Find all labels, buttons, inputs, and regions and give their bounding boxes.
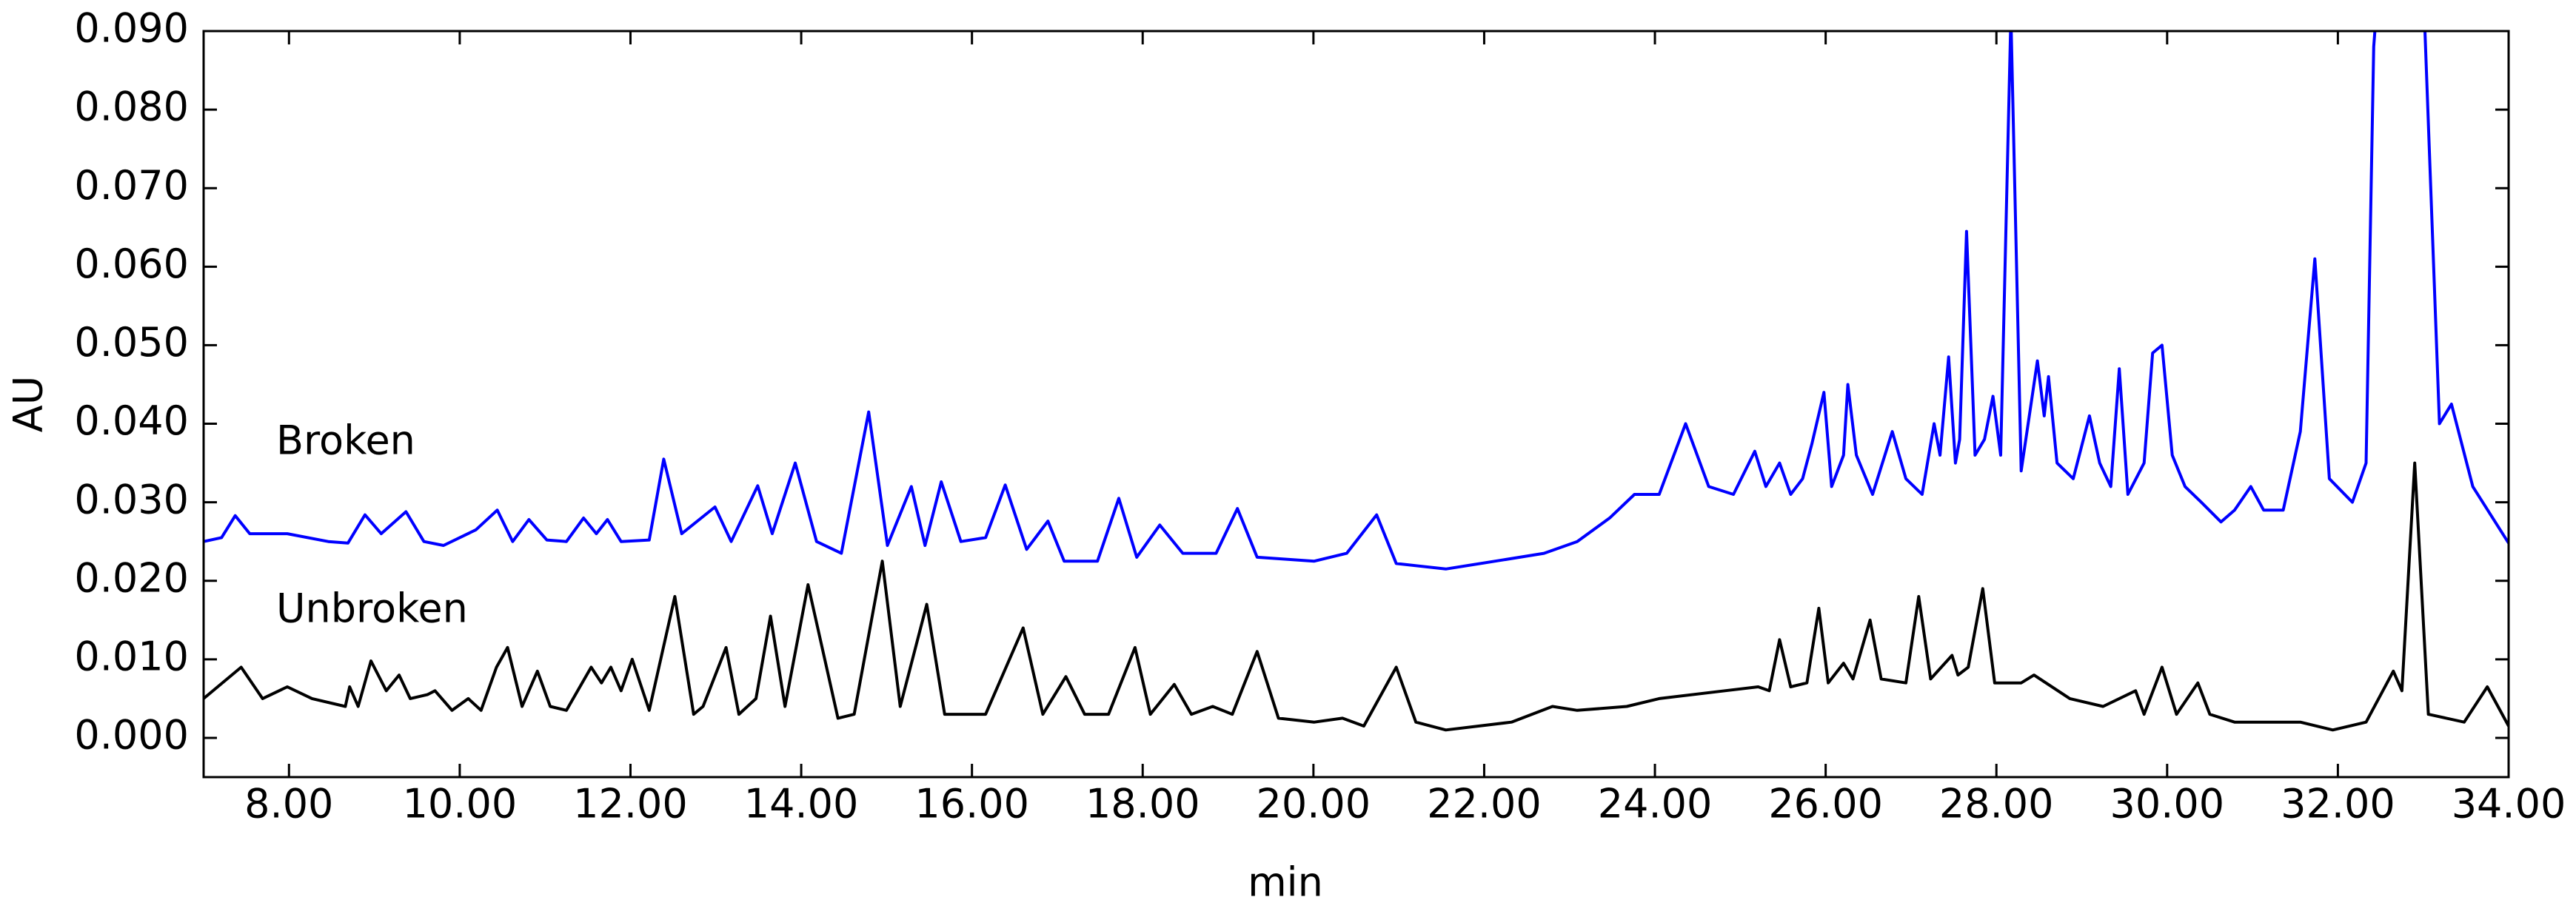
y-tick-label: 0.020 (74, 554, 189, 601)
data-line (204, 461, 2509, 732)
x-tick-label: 20.00 (1257, 781, 1371, 827)
x-tick-label: 28.00 (1939, 781, 2054, 827)
x-tick-label: 30.00 (2110, 781, 2225, 827)
data-line (204, 31, 2509, 571)
plot-frame (202, 30, 2510, 779)
y-tick-label: 0.010 (74, 633, 189, 679)
y-tick-label: 0.000 (74, 712, 189, 759)
y-tick-label: 0.030 (74, 476, 189, 523)
x-tick-label: 22.00 (1427, 781, 1542, 827)
x-axis-label: min (1248, 859, 1323, 906)
y-tick-label: 0.060 (74, 241, 189, 287)
x-tick-label: 14.00 (744, 781, 859, 827)
y-tick-label: 0.040 (74, 397, 189, 444)
x-tick-label: 12.00 (573, 781, 688, 827)
x-tick-label: 16.00 (914, 781, 1029, 827)
x-tick-label: 18.00 (1085, 781, 1200, 827)
x-tick-label: 8.00 (244, 781, 333, 827)
x-tick-label: 32.00 (2281, 781, 2395, 827)
series-label: Broken (276, 417, 415, 464)
x-tick-label: 34.00 (2452, 781, 2566, 827)
x-tick-label: 24.00 (1598, 781, 1713, 827)
y-axis-label: AU (5, 376, 52, 432)
y-tick-label: 0.050 (74, 319, 189, 366)
x-tick-label: 26.00 (1768, 781, 1883, 827)
series-label: Unbroken (276, 585, 468, 632)
y-tick-label: 0.090 (74, 5, 189, 52)
y-tick-label: 0.080 (74, 84, 189, 130)
x-tick-label: 10.00 (403, 781, 518, 827)
y-tick-label: 0.070 (74, 162, 189, 209)
